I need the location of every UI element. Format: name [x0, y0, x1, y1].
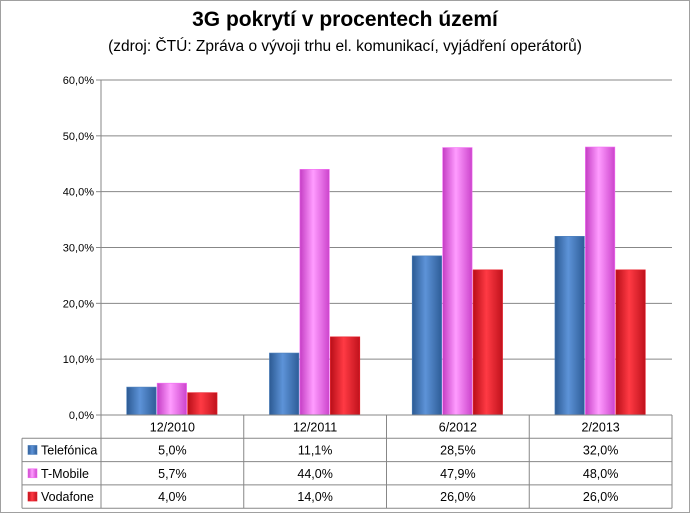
data-label: 26,0%: [583, 490, 618, 504]
data-label: 11,1%: [298, 443, 333, 457]
data-label: 28,5%: [440, 443, 475, 457]
data-label: 26,0%: [440, 490, 475, 504]
category-label: 12/2010: [150, 421, 195, 435]
bar-vodafone-0: [187, 392, 218, 416]
data-label: 5,0%: [158, 443, 187, 457]
legend-entry: Vodafone: [41, 490, 94, 504]
legend-key-vodafone: [27, 491, 38, 502]
bar-t-mobile-2: [442, 147, 473, 416]
y-tick-label: 20,0%: [63, 298, 94, 310]
data-label: 32,0%: [583, 443, 618, 457]
data-label: 48,0%: [583, 467, 618, 481]
bar-vodafone-3: [615, 269, 646, 416]
bar-telef-nica-1: [269, 352, 300, 416]
category-label: 12/2011: [293, 421, 337, 435]
bar-telef-nica-0: [126, 386, 157, 416]
y-tick-label: 0,0%: [69, 410, 94, 422]
data-label: 47,9%: [440, 467, 475, 481]
y-tick-label: 30,0%: [63, 243, 94, 255]
category-label: 2/2013: [582, 421, 620, 435]
legend-entry: Telefónica: [41, 443, 97, 457]
chart-subtitle: (zdroj: ČTÚ: Zpráva o vývoji trhu el. ko…: [108, 38, 582, 55]
y-tick-label: 40,0%: [63, 187, 94, 199]
chart-title: 3G pokrytí v procentech území: [192, 8, 498, 31]
bar-t-mobile-1: [299, 169, 330, 416]
y-tick-label: 60,0%: [63, 75, 94, 87]
bar-t-mobile-3: [585, 146, 616, 416]
legend-key-t-mobile: [27, 468, 38, 479]
bar-t-mobile-0: [156, 382, 187, 416]
bar-vodafone-1: [330, 336, 361, 416]
bar-vodafone-2: [472, 269, 503, 416]
data-label: 4,0%: [158, 490, 187, 504]
y-tick-label: 50,0%: [63, 131, 94, 143]
legend-entry: T-Mobile: [41, 467, 89, 481]
bar-telef-nica-3: [554, 236, 585, 416]
legend-key-telef-nica: [27, 445, 38, 455]
data-label: 14,0%: [297, 490, 332, 504]
category-label: 6/2012: [439, 421, 477, 435]
data-label: 44,0%: [297, 467, 332, 481]
bar-telef-nica-2: [411, 255, 442, 416]
y-tick-label: 10,0%: [63, 354, 94, 366]
data-label: 5,7%: [158, 467, 187, 481]
